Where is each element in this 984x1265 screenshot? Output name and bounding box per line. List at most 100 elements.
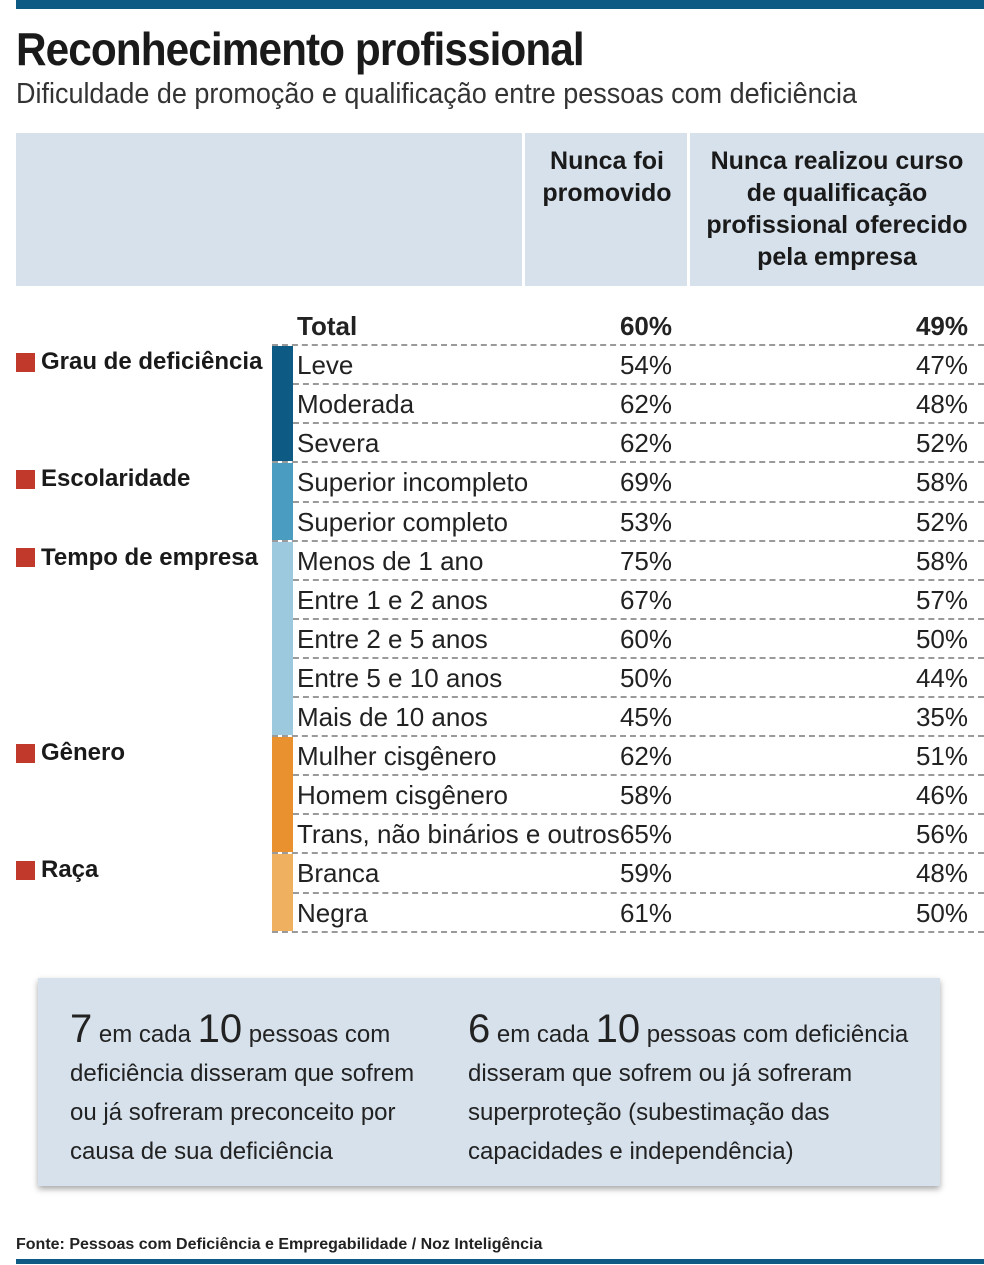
category-marker-icon	[16, 469, 35, 489]
category-color-bar	[272, 541, 293, 736]
value-qualification: 50%	[915, 897, 968, 928]
row-label: Entre 5 e 10 anos	[297, 662, 503, 693]
category-marker-icon	[16, 352, 35, 372]
category-color-bar	[272, 737, 293, 853]
row-divider	[272, 344, 984, 347]
value-qualification: 46%	[915, 780, 968, 811]
row-label: Mais de 10 anos	[297, 702, 488, 732]
row-divider	[293, 656, 984, 659]
fact-number: 10	[197, 1007, 243, 1051]
bottom-accent-bar	[16, 1259, 984, 1264]
table-row: Trans, não binários e outros 65% 56%	[272, 815, 984, 854]
value-promoted: 69%	[619, 467, 672, 498]
category-name: Escolaridade	[41, 465, 191, 493]
value-promoted: 75%	[619, 545, 672, 576]
value-qualification: 52%	[915, 428, 968, 459]
table-row: Entre 2 e 5 anos 60% 50%	[272, 620, 984, 659]
value-qualification: 47%	[915, 350, 968, 381]
row-label: Total	[297, 311, 358, 341]
row-label: Moderada	[297, 389, 415, 420]
value-qualification: 35%	[915, 702, 968, 732]
value-qualification: 57%	[915, 584, 968, 615]
category-label: Raça	[16, 856, 98, 884]
row-divider	[293, 696, 984, 698]
value-qualification: 50%	[915, 623, 968, 654]
table-row: Homem cisgênero 58% 46%	[272, 776, 984, 815]
fact-number: 6	[468, 1007, 491, 1051]
fact-text: em cada	[490, 1021, 596, 1048]
table-row: Negra 61% 50%	[272, 894, 984, 933]
source-note: Fonte: Pessoas com Deficiência e Emprega…	[16, 1236, 543, 1253]
value-qualification: 48%	[915, 389, 968, 420]
value-promoted: 50%	[619, 662, 672, 693]
fact-text: em cada	[92, 1021, 198, 1048]
row-label: Mulher cisgênero	[297, 741, 497, 772]
row-divider	[272, 852, 984, 855]
value-promoted: 58%	[619, 780, 672, 811]
column-header-promoted: Nunca foi promovido	[542, 147, 672, 207]
row-divider	[272, 735, 984, 738]
table-row: Leve 54% 47%	[272, 346, 984, 385]
row-divider	[293, 422, 984, 425]
row-divider	[293, 813, 984, 816]
value-qualification: 52%	[915, 506, 968, 537]
value-qualification: 44%	[915, 662, 968, 693]
row-label: Trans, não binários e outros	[297, 819, 620, 850]
top-accent-bar	[16, 0, 984, 9]
row-label: Superior completo	[297, 506, 508, 537]
value-promoted: 61%	[619, 897, 672, 928]
fact-overprotection: 6 em cada 10 pessoas com deficiência dis…	[468, 1007, 918, 1171]
category-marker-icon	[16, 860, 35, 880]
value-promoted: 59%	[619, 858, 672, 889]
row-divider	[272, 930, 984, 933]
category-color-bar	[272, 346, 293, 462]
chart-title: Reconhecimento profissional	[16, 23, 585, 75]
row-label: Negra	[297, 897, 368, 928]
table-header	[16, 133, 984, 286]
table-row: Severa 62% 52%	[272, 424, 984, 463]
category-color-bar	[272, 854, 293, 931]
total-row: Total 60% 49%	[272, 307, 984, 346]
table-row: Moderada 62% 48%	[272, 385, 984, 424]
value-qualification: 58%	[915, 545, 968, 576]
category-label: Tempo de empresa	[16, 544, 258, 572]
value-promoted: 60%	[619, 623, 672, 654]
value-promoted: 62%	[619, 389, 672, 420]
header-divider	[522, 133, 525, 286]
category-label: Gênero	[16, 739, 125, 767]
category-marker-icon	[16, 743, 35, 763]
category-label: Grau de deficiência	[16, 348, 262, 376]
table-row: Superior completo 53% 52%	[272, 503, 984, 542]
table-row: Branca 59% 48%	[272, 854, 984, 893]
category-name: Grau de deficiência	[41, 348, 263, 376]
fact-number: 10	[595, 1007, 641, 1051]
row-label: Entre 2 e 5 anos	[297, 623, 488, 654]
row-divider	[272, 539, 984, 542]
row-label: Homem cisgênero	[297, 780, 508, 811]
value-promoted: 67%	[619, 584, 672, 615]
table-row: Mais de 10 anos 45% 35%	[272, 698, 984, 737]
row-label: Menos de 1 ano	[297, 545, 484, 576]
row-divider	[293, 578, 984, 581]
value-promoted: 45%	[619, 702, 672, 732]
value-promoted: 60%	[619, 311, 672, 341]
facts-box: 7 em cada 10 pessoas com deficiência dis…	[38, 978, 940, 1186]
header-divider	[687, 133, 690, 286]
value-qualification: 49%	[915, 311, 968, 341]
row-label: Severa	[297, 428, 380, 459]
category-name: Gênero	[41, 739, 126, 767]
row-divider	[293, 891, 984, 894]
value-promoted: 53%	[619, 506, 672, 537]
category-name: Raça	[41, 856, 99, 884]
row-label: Superior incompleto	[297, 467, 529, 498]
row-divider	[293, 774, 984, 777]
fact-number: 7	[70, 1007, 93, 1051]
value-promoted: 65%	[619, 819, 672, 850]
row-divider	[293, 500, 984, 503]
value-qualification: 48%	[915, 858, 968, 889]
category-name: Tempo de empresa	[41, 543, 258, 571]
value-promoted: 62%	[619, 741, 672, 772]
category-color-bar	[272, 463, 293, 540]
value-qualification: 51%	[915, 741, 968, 772]
table-row: Entre 1 e 2 anos 67% 57%	[272, 581, 984, 620]
